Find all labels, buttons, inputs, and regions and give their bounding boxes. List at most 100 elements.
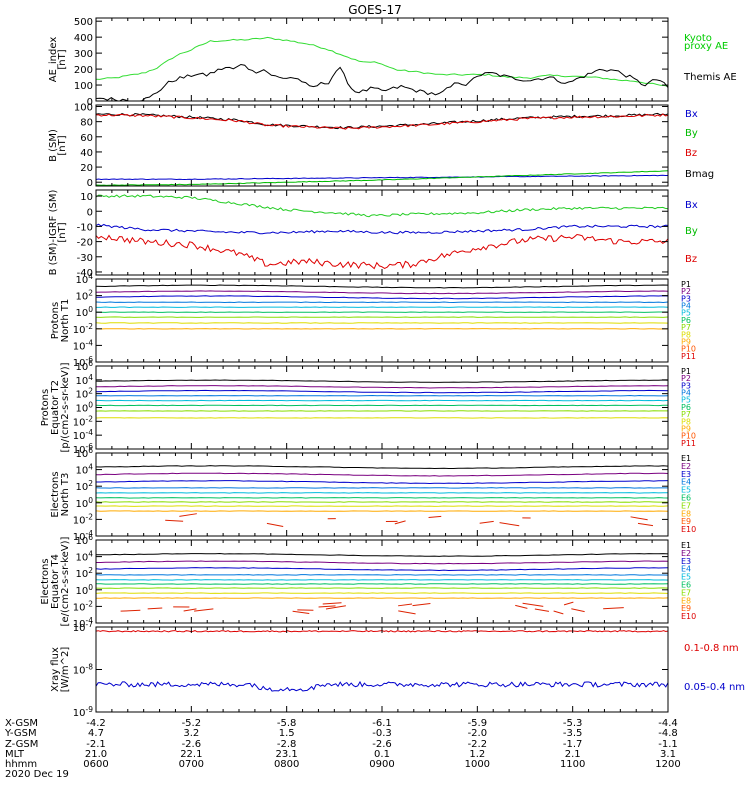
noise-segment — [398, 603, 413, 607]
row-label: hhmm — [5, 759, 37, 770]
legend-xray: 0.1-0.8 nm — [684, 643, 739, 654]
legend-e10: E10 — [681, 612, 696, 621]
ytick-label: 10 — [80, 192, 93, 203]
legend-p6: P6 — [681, 403, 691, 412]
panel-frame — [95, 452, 669, 537]
ytick-label: 100 — [74, 81, 93, 92]
legend-p1: P1 — [681, 280, 691, 289]
row-label: X-GSM — [5, 718, 38, 729]
ephemeris-value: -3.5 — [563, 728, 583, 739]
ytick-label: 10-2 — [73, 599, 93, 613]
legend-by: By — [685, 128, 698, 139]
ephemeris-value: -0.3 — [372, 728, 392, 739]
channel-series — [96, 316, 668, 318]
legend-e3: E3 — [681, 557, 691, 566]
ephemeris-value: -5.9 — [468, 718, 488, 729]
plot-title: GOES-17 — [348, 3, 402, 17]
noise-segment — [322, 602, 342, 605]
ephemeris-value: -4.4 — [658, 718, 678, 729]
channel-series — [96, 385, 668, 389]
ephemeris-value: -1.7 — [563, 739, 583, 750]
ephemeris-value: 3.2 — [183, 728, 199, 739]
noise-segment — [534, 608, 550, 612]
ylabel: AE_index — [48, 37, 59, 83]
ephemeris-value: -4.8 — [658, 728, 678, 739]
legend-p4: P4 — [681, 389, 691, 398]
ephemeris-value: -2.6 — [372, 739, 392, 750]
channel-series — [96, 472, 668, 477]
panel-frame — [95, 539, 669, 624]
legend-p11: P11 — [681, 352, 696, 361]
noise-segment — [499, 522, 520, 527]
legend-p7: P7 — [681, 323, 691, 332]
channel-series — [96, 492, 668, 494]
ytick-label: 10-9 — [73, 705, 93, 719]
legend-bz: Bz — [685, 148, 697, 159]
noise-segment — [194, 608, 214, 612]
ytick-label: 104 — [75, 550, 93, 564]
noise-segment — [522, 602, 544, 607]
ephemeris-value: 4.7 — [88, 728, 104, 739]
ytick-label: -20 — [77, 238, 93, 249]
channel-series — [96, 295, 668, 300]
noise-segment — [318, 605, 336, 608]
ephemeris-value: -5.3 — [563, 718, 583, 729]
ephemeris-value: 0600 — [83, 759, 108, 770]
legend-e5: E5 — [681, 486, 691, 495]
channel-series — [96, 552, 668, 557]
channel-series — [96, 560, 668, 565]
channel-series — [96, 290, 668, 295]
noise-segment — [179, 513, 197, 517]
ytick-label: 10-2 — [73, 414, 93, 428]
ytick-label: 102 — [75, 479, 93, 493]
ephemeris-value: 22.1 — [180, 749, 202, 760]
ylabel: [W/m^2] — [60, 647, 71, 693]
legend-p7: P7 — [681, 410, 691, 419]
channel-series — [96, 587, 668, 589]
ytick-label: 10-7 — [73, 620, 93, 634]
ephemeris-value: 1.2 — [469, 749, 485, 760]
ytick-label: -40 — [77, 268, 93, 279]
ytick-label: -10 — [77, 222, 93, 233]
ytick-label: 100 — [74, 103, 93, 114]
legend-p3: P3 — [681, 381, 691, 390]
ytick-label: 10-2 — [73, 322, 93, 336]
ephemeris-value: 1000 — [465, 759, 490, 770]
ephemeris-value: -5.2 — [182, 718, 202, 729]
noise-segment — [120, 609, 141, 612]
legend-p3: P3 — [681, 294, 691, 303]
ylabel: North T1 — [60, 299, 71, 343]
series-by — [96, 194, 668, 218]
ephemeris-value: 23.1 — [276, 749, 298, 760]
legend-proxy-ae: proxy AE — [684, 41, 728, 52]
legend-e3: E3 — [681, 470, 691, 479]
ytick-label: 100 — [75, 496, 93, 510]
channel-series — [96, 389, 668, 394]
legend-p1: P1 — [681, 367, 691, 376]
ephemeris-value: 1200 — [655, 759, 680, 770]
ytick-label: 400 — [74, 33, 93, 44]
channel-series — [96, 480, 668, 485]
panel-xray: 10-9 10-8 10-7 Xray flux [W/m^2] 0.1-0.8 nm 0.… — [50, 620, 745, 719]
channel-series — [96, 301, 668, 304]
legend-p8: P8 — [681, 330, 691, 339]
legend-bx: Bx — [685, 109, 698, 120]
legend-bx: Bx — [685, 200, 698, 211]
noise-segment — [571, 608, 585, 613]
ylabel: Equator T2 — [50, 380, 61, 435]
ephemeris-value: -2.8 — [277, 739, 297, 750]
legend-p11: P11 — [681, 439, 696, 448]
ytick-label: 60 — [80, 133, 93, 144]
legend-e2: E2 — [681, 462, 691, 471]
ephemeris-value: -2.0 — [468, 728, 488, 739]
ylabel: Electrons — [50, 471, 61, 517]
series-bz — [96, 113, 668, 130]
noise-segment — [630, 516, 648, 521]
ytick-label: -30 — [77, 253, 93, 264]
legend-p2: P2 — [681, 287, 691, 296]
legend-p5: P5 — [681, 396, 691, 405]
ylabel: B (SM) — [48, 129, 59, 162]
series-bz — [96, 233, 668, 270]
